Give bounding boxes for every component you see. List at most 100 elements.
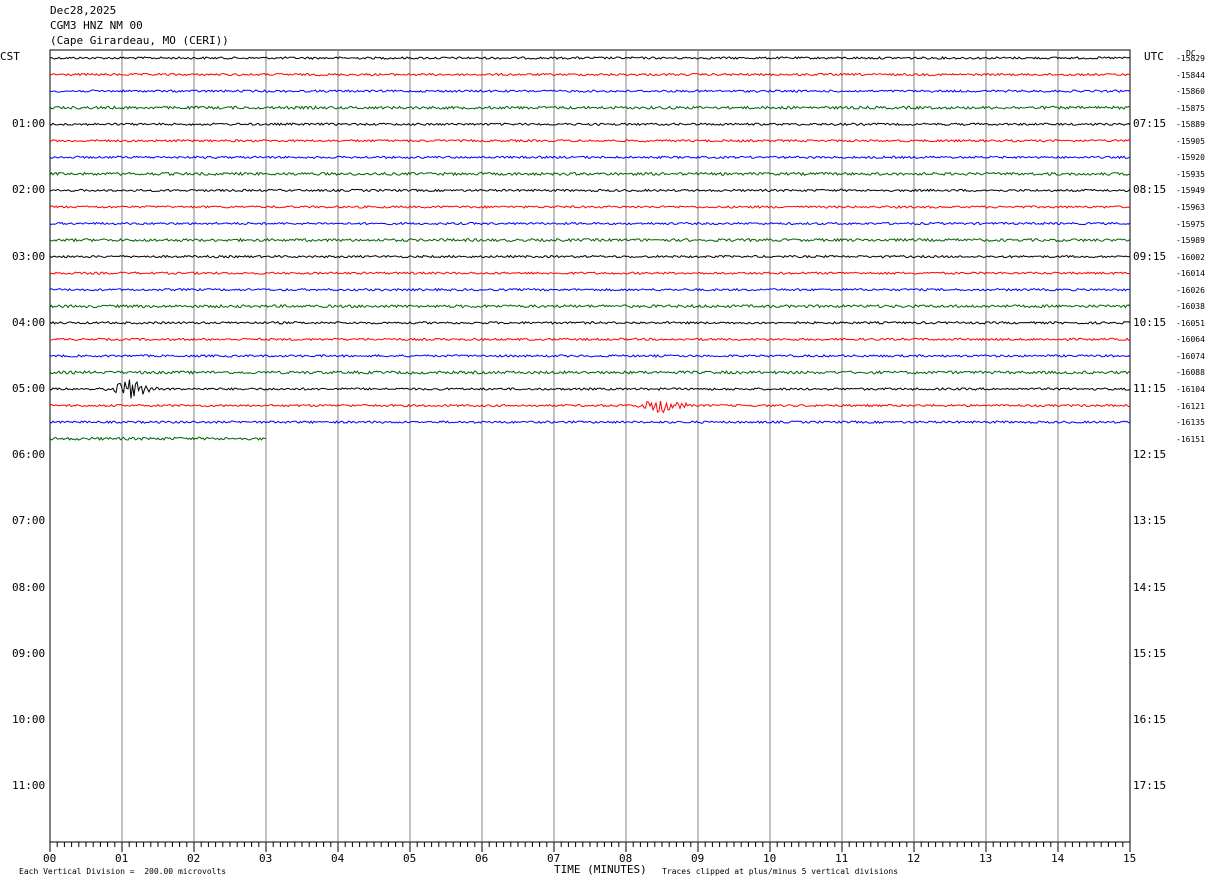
x-tick-label: 09 <box>691 852 705 865</box>
x-tick-label: 03 <box>259 852 273 865</box>
left-hour-label: 01:00 <box>12 117 46 131</box>
trace-0 <box>49 56 1131 60</box>
dc-offset-label: -16135 <box>1176 418 1205 428</box>
scale-note: Each Vertical Division = 200.00 microvol… <box>19 867 227 876</box>
trace-17 <box>49 337 1131 342</box>
left-timezone-label: CST <box>0 50 20 63</box>
right-hour-label: 12:15 <box>1133 448 1167 462</box>
trace-8 <box>49 188 1131 193</box>
plot-frame <box>49 49 1131 843</box>
dc-label: DC <box>1186 49 1196 58</box>
left-hour-label: 05:00 <box>12 382 46 395</box>
x-tick-label: 15 <box>1123 852 1137 865</box>
left-hour-label: 09:00 <box>12 646 46 660</box>
dc-offset-label: -15875 <box>1176 103 1205 113</box>
right-hour-label: 09:15 <box>1133 249 1167 263</box>
trace-20 <box>49 379 1131 399</box>
dc-offset-label: -16151 <box>1176 434 1205 444</box>
x-tick-label: 11 <box>835 852 849 865</box>
dc-offset-label: -16014 <box>1176 269 1205 279</box>
x-tick-label: 08 <box>619 852 633 865</box>
trace-16 <box>49 320 1131 325</box>
right-timezone-label: UTC <box>1144 50 1164 63</box>
trace-14 <box>49 287 1131 292</box>
left-hour-label: 06:00 <box>12 448 46 462</box>
right-hour-label: 10:15 <box>1133 315 1167 329</box>
trace-5 <box>49 138 1131 143</box>
right-hour-label: 08:15 <box>1133 183 1167 197</box>
dc-offset-label: -15860 <box>1176 87 1205 97</box>
x-tick-label: 02 <box>187 852 201 865</box>
dc-offset-label: -15975 <box>1176 219 1205 229</box>
header-station: CGM3 HNZ NM 00 <box>50 19 143 32</box>
trace-13 <box>49 271 1131 276</box>
dc-offset-label: -15963 <box>1176 202 1205 212</box>
trace-2 <box>49 89 1131 93</box>
dc-offset-label: -16051 <box>1176 318 1205 328</box>
trace-10 <box>49 221 1131 226</box>
trace-11 <box>49 237 1131 243</box>
dc-offset-label: -16104 <box>1176 385 1205 394</box>
x-tick-label: 05 <box>403 852 417 865</box>
dc-offset-label: -15889 <box>1176 120 1205 130</box>
x-axis-ticks <box>49 842 1131 852</box>
dc-offset-label: -16026 <box>1176 285 1205 295</box>
x-tick-label: 06 <box>475 852 489 865</box>
left-hour-label: 08:00 <box>12 580 46 594</box>
dc-offset-label: -15989 <box>1176 236 1205 246</box>
header-date: Dec28,2025 <box>50 4 117 17</box>
trace-18 <box>49 353 1131 358</box>
dc-offset-label: -15844 <box>1176 70 1205 80</box>
left-hour-label: 07:00 <box>12 514 46 528</box>
right-hour-label: 07:15 <box>1133 117 1167 131</box>
dc-offset-label: -15905 <box>1176 136 1205 146</box>
clip-note: Traces clipped at plus/minus 5 vertical … <box>662 867 899 876</box>
right-hour-label: 14:15 <box>1133 580 1167 594</box>
left-hour-label: 03:00 <box>12 249 46 263</box>
trace-7 <box>49 171 1131 177</box>
trace-3 <box>49 105 1131 110</box>
right-hour-label: 13:15 <box>1133 514 1167 528</box>
dc-offset-label: -15920 <box>1176 153 1205 163</box>
trace-21 <box>49 400 1131 414</box>
trace-6 <box>49 155 1131 160</box>
dc-offset-label: -16064 <box>1176 335 1205 345</box>
dc-offset-label: -15829 <box>1176 54 1205 63</box>
x-tick-label: 01 <box>115 852 129 865</box>
x-axis-title: TIME (MINUTES) <box>554 863 647 876</box>
dc-offset-label: -16002 <box>1176 252 1205 262</box>
dc-offset-label: -16121 <box>1176 401 1205 411</box>
trace-9 <box>49 205 1131 209</box>
x-tick-label: 12 <box>907 852 921 865</box>
left-hour-label: 02:00 <box>12 183 46 197</box>
x-tick-label: 14 <box>1051 852 1065 865</box>
dc-offset-label: -15935 <box>1176 169 1205 179</box>
x-tick-label: 00 <box>43 852 57 865</box>
right-hour-label: 17:15 <box>1133 779 1167 793</box>
header-location: (Cape Girardeau, MO (CERI)) <box>50 34 229 47</box>
dc-offset-label: -16074 <box>1176 351 1205 361</box>
trace-12 <box>49 254 1131 259</box>
seismic-traces <box>49 56 1131 441</box>
trace-19 <box>49 370 1131 375</box>
x-tick-label: 13 <box>979 852 993 865</box>
time-gridlines <box>49 49 1131 843</box>
right-hour-label: 11:15 <box>1133 382 1167 395</box>
dc-offset-label: -15949 <box>1176 186 1205 196</box>
trace-23 <box>49 436 267 441</box>
x-tick-label: 10 <box>763 852 777 865</box>
trace-15 <box>49 303 1131 309</box>
left-hour-label: 04:00 <box>12 315 46 329</box>
dc-offset-label: -16088 <box>1176 368 1205 378</box>
trace-22 <box>49 420 1131 425</box>
trace-1 <box>49 72 1131 77</box>
left-hour-label: 11:00 <box>12 779 46 793</box>
right-hour-label: 15:15 <box>1133 646 1167 660</box>
right-hour-label: 16:15 <box>1133 713 1167 726</box>
x-tick-label: 04 <box>331 852 345 865</box>
left-hour-label: 10:00 <box>12 713 46 726</box>
trace-4 <box>49 122 1131 127</box>
dc-offset-label: -16038 <box>1176 302 1205 312</box>
x-tick-label: 07 <box>547 852 561 865</box>
